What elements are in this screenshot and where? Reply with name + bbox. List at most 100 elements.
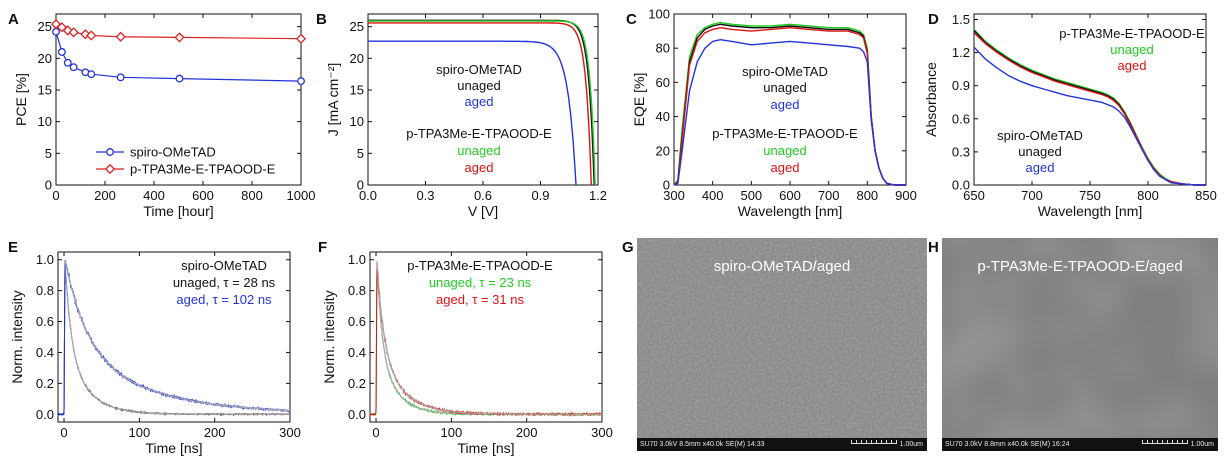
x-tick-label: 900 <box>895 188 917 203</box>
x-tick-label: 800 <box>241 188 263 203</box>
y-tick-label: 1.2 <box>952 45 970 60</box>
jv-curve <box>368 40 577 186</box>
sem-info-text: SU70 3.0kV 8.8mm x40.0k SE(M) 16:24 <box>945 441 1070 448</box>
data-point <box>115 31 126 42</box>
y-tick-label: 0.0 <box>348 407 366 422</box>
scale-label: 1.00um <box>899 441 923 448</box>
annotation: aged <box>1118 58 1147 73</box>
series-0 <box>52 27 305 86</box>
annotation: p-TPA3Me-E-TPAOOD-E <box>406 126 552 141</box>
data-point <box>80 29 91 40</box>
y-axis-label: Norm. intensity <box>321 290 337 383</box>
x-axis-label: Time [hour] <box>143 203 213 219</box>
annotation: spiro-OMeTAD <box>997 128 1083 143</box>
data-point <box>69 63 78 72</box>
panel-letter: B <box>316 11 327 28</box>
chart-B: 0.0 0.3 0.6 0.9 1.2 0 5 10 15 20 25 V [V] J [mA cm⁻²… <box>325 13 607 219</box>
y-axis-label: J [mA cm⁻²] <box>325 63 341 137</box>
x-tick-label: 700 <box>1021 188 1043 203</box>
x-tick-label: 100 <box>128 425 150 440</box>
panel-letter: E <box>8 239 18 256</box>
annotation: aged <box>771 160 800 175</box>
x-tick-label: 300 <box>279 425 301 440</box>
annotation: spiro-OMeTAD <box>181 258 267 273</box>
annotation: unaged <box>1110 42 1153 57</box>
x-tick-label: 700 <box>818 188 840 203</box>
data-point <box>63 58 72 67</box>
annotation: aged, τ = 31 ns <box>436 292 524 307</box>
panel-letter: C <box>626 11 637 28</box>
annotation: p-TPA3Me-E-TPAOOD-E <box>1059 26 1205 41</box>
x-tick-label: 600 <box>192 188 214 203</box>
y-tick-label: 20 <box>656 143 670 158</box>
scale-label: 1.00um <box>1190 441 1214 448</box>
annotation: aged <box>771 97 800 112</box>
plot-frame <box>369 251 603 423</box>
x-tick-label: 200 <box>94 188 116 203</box>
x-tick-label: 500 <box>740 188 762 203</box>
data-point <box>52 27 60 36</box>
annotation: unaged <box>457 78 500 93</box>
y-tick-label: 10 <box>350 114 364 129</box>
sem-texture <box>942 238 1218 438</box>
annotation: p-TPA3Me-E-TPAOOD-E <box>712 126 858 141</box>
y-axis-label: PCE [%] <box>13 73 29 126</box>
data-point <box>57 48 66 56</box>
x-tick-label: 800 <box>856 188 878 203</box>
annotation: unaged, τ = 23 ns <box>429 275 532 290</box>
y-tick-label: 0.4 <box>36 345 54 360</box>
panel-letter: A <box>8 11 19 28</box>
annotation: aged, τ = 102 ns <box>176 292 272 307</box>
x-tick-label: 200 <box>516 425 538 440</box>
panel-letter: F <box>318 239 327 256</box>
chart-D: 650 700 750 800 850 0.0 0.3 0.6 0.9 1.2 1.5 Wavelen… <box>923 12 1217 219</box>
y-tick-label: 0.6 <box>952 111 970 126</box>
y-tick-label: 25 <box>350 19 364 34</box>
y-axis-label: Norm. intensity <box>9 290 25 383</box>
y-tick-label: 0.3 <box>952 144 970 159</box>
y-axis-label: Absorbance <box>923 62 939 137</box>
annotation: unaged <box>457 143 500 158</box>
x-axis-label: V [V] <box>468 203 498 219</box>
y-tick-label: 5 <box>45 146 52 161</box>
annotation: spiro-OMeTAD <box>436 62 522 77</box>
jv-curve <box>368 22 592 186</box>
x-tick-label: 750 <box>1079 188 1101 203</box>
annotation: unaged, τ = 28 ns <box>173 275 276 290</box>
y-tick-label: 100 <box>648 7 670 22</box>
annotation: unaged <box>763 143 806 158</box>
x-tick-label: 650 <box>963 188 985 203</box>
x-axis-label: Time [ns] <box>457 440 514 456</box>
x-tick-label: 800 <box>1137 188 1159 203</box>
y-tick-label: 25 <box>38 19 52 34</box>
x-tick-label: 1000 <box>287 188 316 203</box>
annotation: aged <box>465 160 494 175</box>
x-tick-label: 400 <box>143 188 165 203</box>
y-tick-label: 15 <box>350 83 364 98</box>
y-tick-label: 1.5 <box>952 12 970 27</box>
x-axis-label: Wavelength [nm] <box>1038 203 1143 219</box>
y-tick-label: 60 <box>656 75 670 90</box>
panel-letter: D <box>928 11 939 28</box>
y-tick-label: 0.6 <box>348 314 366 329</box>
decay-fit <box>376 262 602 415</box>
data-point <box>68 27 79 38</box>
sem-title: spiro-OMeTAD/aged <box>713 258 851 275</box>
y-tick-label: 0.8 <box>36 283 54 298</box>
data-point <box>297 77 305 86</box>
sem-title: p-TPA3Me-E-TPAOOD-E/aged <box>977 258 1183 275</box>
sem-image-ptpa: p-TPA3Me-E-TPAOOD-E/aged SU70 3.0kV 8.8m… <box>942 238 1218 451</box>
y-tick-label: 15 <box>38 83 52 98</box>
x-tick-label: 400 <box>702 188 724 203</box>
x-tick-label: 0.0 <box>359 188 377 203</box>
annotation: aged <box>465 94 494 109</box>
y-tick-label: 40 <box>656 109 670 124</box>
annotation: aged <box>1026 160 1055 175</box>
x-tick-label: 300 <box>591 425 613 440</box>
x-axis-label: Time [ns] <box>145 440 202 456</box>
y-tick-label: 0 <box>357 178 364 193</box>
legend-marker <box>104 163 116 175</box>
y-axis-label: EQE [%] <box>631 73 647 127</box>
y-tick-label: 0.9 <box>952 78 970 93</box>
